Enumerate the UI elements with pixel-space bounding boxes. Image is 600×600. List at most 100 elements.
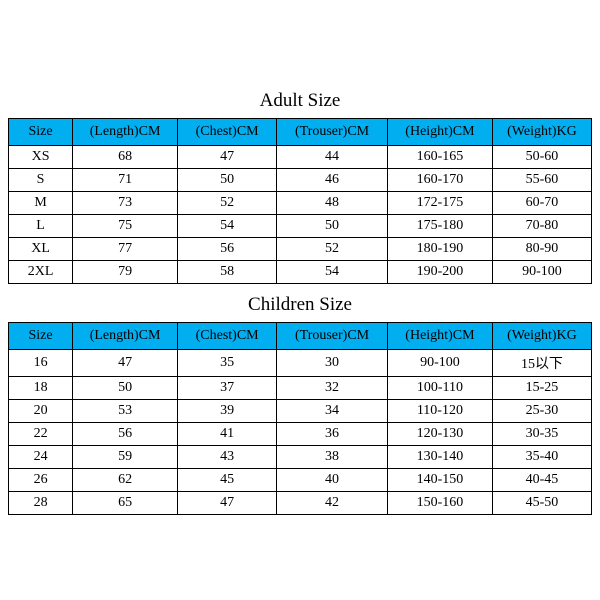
adult-cell: 180-190 bbox=[387, 237, 492, 260]
children-cell: 53 bbox=[73, 399, 178, 422]
adult-cell: XS bbox=[9, 145, 73, 168]
children-cell: 36 bbox=[277, 422, 388, 445]
adult-cell: 77 bbox=[73, 237, 178, 260]
children-cell: 35-40 bbox=[492, 445, 591, 468]
adult-col-height: (Height)CM bbox=[387, 118, 492, 145]
adult-cell: 73 bbox=[73, 191, 178, 214]
children-cell: 45 bbox=[178, 468, 277, 491]
children-cell: 16 bbox=[9, 349, 73, 376]
adult-cell: 48 bbox=[277, 191, 388, 214]
adult-cell: 46 bbox=[277, 168, 388, 191]
children-table: Size (Length)CM (Chest)CM (Trouser)CM (H… bbox=[8, 322, 592, 515]
adult-cell: 79 bbox=[73, 260, 178, 283]
adult-col-size: Size bbox=[9, 118, 73, 145]
children-row: 18503732100-11015-25 bbox=[9, 376, 592, 399]
children-row: 20533934110-12025-30 bbox=[9, 399, 592, 422]
children-col-chest: (Chest)CM bbox=[178, 322, 277, 349]
children-cell: 56 bbox=[73, 422, 178, 445]
children-cell: 37 bbox=[178, 376, 277, 399]
adult-cell: 50 bbox=[277, 214, 388, 237]
adult-cell: 56 bbox=[178, 237, 277, 260]
children-cell: 150-160 bbox=[387, 491, 492, 514]
children-cell: 59 bbox=[73, 445, 178, 468]
children-cell: 30 bbox=[277, 349, 388, 376]
children-cell: 43 bbox=[178, 445, 277, 468]
adult-row: L755450175-18070-80 bbox=[9, 214, 592, 237]
children-cell: 40 bbox=[277, 468, 388, 491]
adult-cell: 47 bbox=[178, 145, 277, 168]
adult-cell: XL bbox=[9, 237, 73, 260]
adult-row: 2XL795854190-20090-100 bbox=[9, 260, 592, 283]
adult-cell: 80-90 bbox=[492, 237, 591, 260]
adult-cell: 75 bbox=[73, 214, 178, 237]
adult-cell: 50-60 bbox=[492, 145, 591, 168]
adult-col-length: (Length)CM bbox=[73, 118, 178, 145]
adult-cell: 44 bbox=[277, 145, 388, 168]
adult-cell: 52 bbox=[178, 191, 277, 214]
children-cell: 20 bbox=[9, 399, 73, 422]
children-cell: 18 bbox=[9, 376, 73, 399]
children-cell: 140-150 bbox=[387, 468, 492, 491]
children-cell: 25-30 bbox=[492, 399, 591, 422]
adult-row: XS684744160-16550-60 bbox=[9, 145, 592, 168]
adult-header-row: Size (Length)CM (Chest)CM (Trouser)CM (H… bbox=[9, 118, 592, 145]
adult-cell: 160-170 bbox=[387, 168, 492, 191]
children-row: 1647353090-10015以下 bbox=[9, 349, 592, 376]
adult-title: Adult Size bbox=[8, 86, 592, 118]
children-cell: 39 bbox=[178, 399, 277, 422]
children-col-height: (Height)CM bbox=[387, 322, 492, 349]
children-cell: 38 bbox=[277, 445, 388, 468]
children-cell: 47 bbox=[73, 349, 178, 376]
children-row: 28654742150-16045-50 bbox=[9, 491, 592, 514]
adult-row: M735248172-17560-70 bbox=[9, 191, 592, 214]
children-cell: 24 bbox=[9, 445, 73, 468]
adult-cell: 68 bbox=[73, 145, 178, 168]
adult-cell: 54 bbox=[178, 214, 277, 237]
children-cell: 100-110 bbox=[387, 376, 492, 399]
adult-cell: 190-200 bbox=[387, 260, 492, 283]
children-col-length: (Length)CM bbox=[73, 322, 178, 349]
children-row: 26624540140-15040-45 bbox=[9, 468, 592, 491]
children-cell: 50 bbox=[73, 376, 178, 399]
children-col-weight: (Weight)KG bbox=[492, 322, 591, 349]
adult-cell: 71 bbox=[73, 168, 178, 191]
children-cell: 41 bbox=[178, 422, 277, 445]
children-row: 22564136120-13030-35 bbox=[9, 422, 592, 445]
children-cell: 35 bbox=[178, 349, 277, 376]
children-cell: 30-35 bbox=[492, 422, 591, 445]
adult-cell: 58 bbox=[178, 260, 277, 283]
children-cell: 15以下 bbox=[492, 349, 591, 376]
children-cell: 130-140 bbox=[387, 445, 492, 468]
children-cell: 62 bbox=[73, 468, 178, 491]
adult-table: Size (Length)CM (Chest)CM (Trouser)CM (H… bbox=[8, 118, 592, 284]
children-cell: 40-45 bbox=[492, 468, 591, 491]
children-cell: 22 bbox=[9, 422, 73, 445]
adult-cell: 2XL bbox=[9, 260, 73, 283]
adult-cell: 172-175 bbox=[387, 191, 492, 214]
adult-cell: S bbox=[9, 168, 73, 191]
adult-cell: 90-100 bbox=[492, 260, 591, 283]
children-cell: 42 bbox=[277, 491, 388, 514]
children-cell: 47 bbox=[178, 491, 277, 514]
adult-col-trouser: (Trouser)CM bbox=[277, 118, 388, 145]
adult-cell: 60-70 bbox=[492, 191, 591, 214]
children-header-row: Size (Length)CM (Chest)CM (Trouser)CM (H… bbox=[9, 322, 592, 349]
children-cell: 90-100 bbox=[387, 349, 492, 376]
adult-cell: 50 bbox=[178, 168, 277, 191]
children-title: Children Size bbox=[8, 290, 592, 322]
adult-cell: 70-80 bbox=[492, 214, 591, 237]
adult-cell: 55-60 bbox=[492, 168, 591, 191]
children-cell: 34 bbox=[277, 399, 388, 422]
children-cell: 28 bbox=[9, 491, 73, 514]
adult-cell: 54 bbox=[277, 260, 388, 283]
children-cell: 110-120 bbox=[387, 399, 492, 422]
adult-col-chest: (Chest)CM bbox=[178, 118, 277, 145]
adult-cell: 175-180 bbox=[387, 214, 492, 237]
adult-cell: 52 bbox=[277, 237, 388, 260]
children-cell: 120-130 bbox=[387, 422, 492, 445]
children-col-size: Size bbox=[9, 322, 73, 349]
children-row: 24594338130-14035-40 bbox=[9, 445, 592, 468]
children-cell: 15-25 bbox=[492, 376, 591, 399]
adult-cell: M bbox=[9, 191, 73, 214]
adult-row: XL775652180-19080-90 bbox=[9, 237, 592, 260]
